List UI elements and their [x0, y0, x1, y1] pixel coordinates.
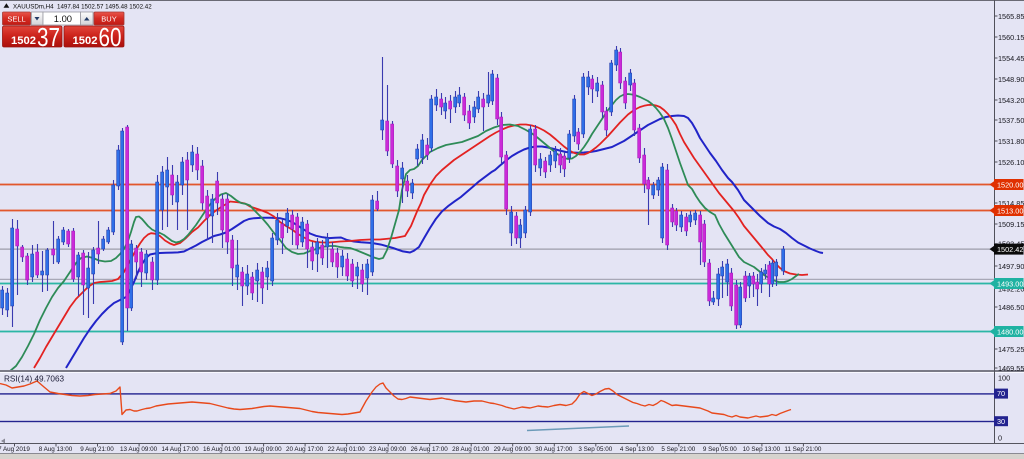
- svg-text:13 Aug 09:00: 13 Aug 09:00: [120, 446, 158, 453]
- svg-text:1502: 1502: [73, 35, 98, 47]
- svg-text:14 Aug 17:00: 14 Aug 17:00: [162, 446, 200, 453]
- svg-text:1475.25: 1475.25: [998, 345, 1024, 354]
- svg-text:XAUUSDm,H4 1497.84 1502.57 14: XAUUSDm,H4 1497.84 1502.57 1495.48 1502.…: [13, 4, 152, 11]
- svg-text:1497.90: 1497.90: [998, 262, 1024, 271]
- svg-text:1520.00: 1520.00: [997, 180, 1023, 189]
- svg-text:1543.20: 1543.20: [998, 96, 1024, 105]
- svg-text:SELL: SELL: [7, 14, 25, 23]
- svg-text:19 Aug 09:00: 19 Aug 09:00: [245, 446, 283, 453]
- svg-text:9 Sep 05:00: 9 Sep 05:00: [703, 446, 737, 453]
- svg-text:29 Aug 09:00: 29 Aug 09:00: [494, 446, 532, 453]
- svg-text:1502.42: 1502.42: [997, 245, 1023, 254]
- svg-text:1531.80: 1531.80: [998, 137, 1024, 146]
- svg-text:BUY: BUY: [101, 14, 116, 23]
- svg-text:1526.10: 1526.10: [998, 158, 1024, 167]
- svg-text:28 Aug 01:00: 28 Aug 01:00: [452, 446, 490, 453]
- svg-text:RSI(14) 49.7063: RSI(14) 49.7063: [4, 375, 65, 384]
- svg-text:4 Sep 13:00: 4 Sep 13:00: [620, 446, 654, 453]
- svg-text:20 Aug 17:00: 20 Aug 17:00: [286, 446, 324, 453]
- svg-text:1469.55: 1469.55: [998, 364, 1024, 373]
- svg-text:10 Sep 13:00: 10 Sep 13:00: [743, 446, 781, 453]
- svg-text:1514.85: 1514.85: [998, 199, 1024, 208]
- svg-text:1502: 1502: [11, 35, 36, 47]
- svg-text:1537.50: 1537.50: [998, 116, 1024, 125]
- svg-text:1560.15: 1560.15: [998, 33, 1024, 42]
- svg-text:37: 37: [37, 22, 60, 52]
- svg-text:1513.00: 1513.00: [997, 206, 1023, 215]
- svg-text:30 Aug 17:00: 30 Aug 17:00: [535, 446, 573, 453]
- svg-text:70: 70: [997, 389, 1005, 398]
- svg-text:3 Sep 05:00: 3 Sep 05:00: [578, 446, 612, 453]
- svg-text:1509.15: 1509.15: [998, 220, 1024, 229]
- svg-text:11 Sep 21:00: 11 Sep 21:00: [784, 446, 821, 453]
- svg-text:8 Aug 13:00: 8 Aug 13:00: [39, 446, 73, 453]
- svg-text:7 Aug 2019: 7 Aug 2019: [0, 446, 30, 453]
- svg-text:100: 100: [998, 374, 1010, 383]
- svg-text:9 Aug 21:00: 9 Aug 21:00: [80, 446, 114, 453]
- svg-text:1565.85: 1565.85: [998, 12, 1024, 21]
- svg-text:1480.00: 1480.00: [997, 327, 1023, 336]
- svg-text:26 Aug 17:00: 26 Aug 17:00: [411, 446, 449, 453]
- svg-text:23 Aug 09:00: 23 Aug 09:00: [369, 446, 407, 453]
- svg-text:1.00: 1.00: [54, 13, 72, 24]
- svg-text:60: 60: [99, 22, 122, 52]
- svg-text:1554.45: 1554.45: [998, 54, 1024, 63]
- svg-text:30: 30: [997, 417, 1005, 426]
- svg-text:1486.50: 1486.50: [998, 303, 1024, 312]
- svg-text:1493.00: 1493.00: [997, 279, 1023, 288]
- svg-text:22 Aug 01:00: 22 Aug 01:00: [328, 446, 366, 453]
- svg-text:1548.90: 1548.90: [998, 75, 1024, 84]
- svg-text:5 Sep 21:00: 5 Sep 21:00: [661, 446, 695, 453]
- svg-text:0: 0: [998, 434, 1002, 443]
- svg-text:16 Aug 01:00: 16 Aug 01:00: [203, 446, 241, 453]
